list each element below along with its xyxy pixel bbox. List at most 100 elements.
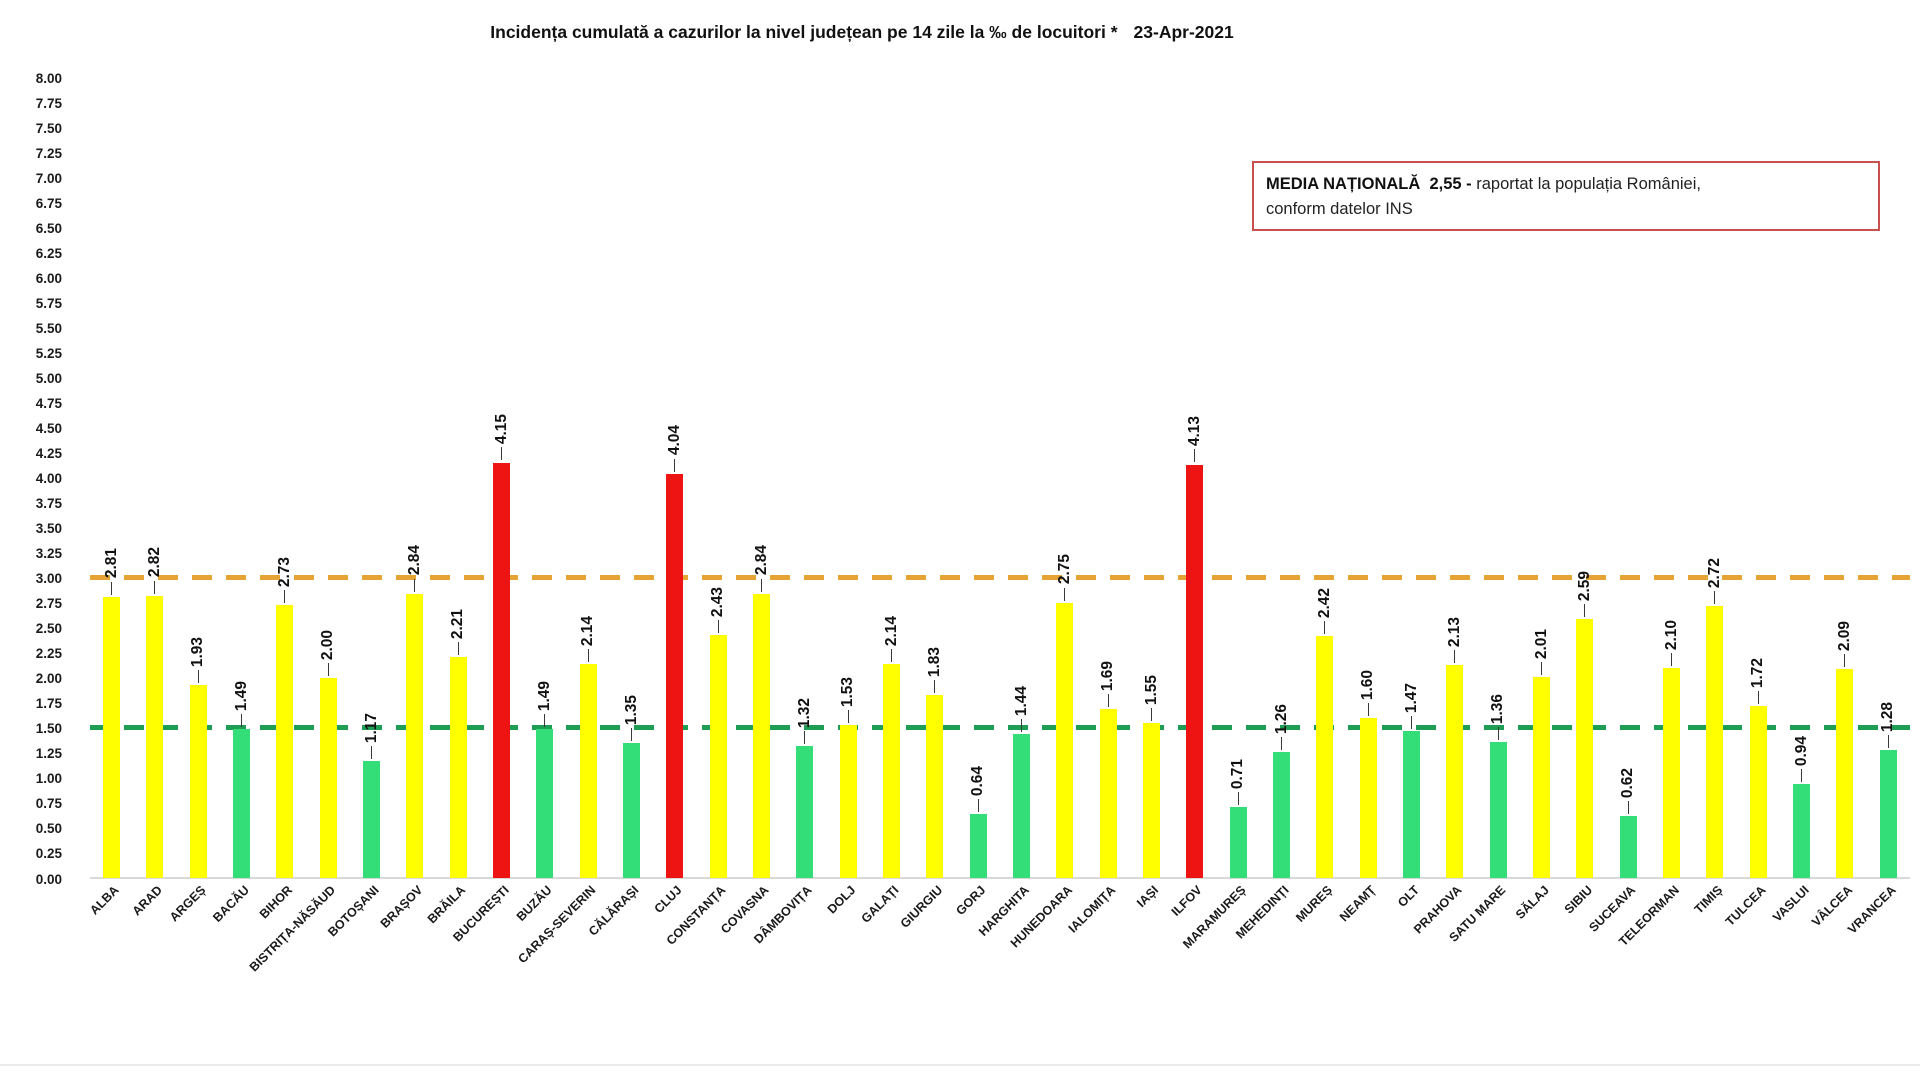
bar-value-label: 2.84 [405, 545, 423, 576]
leader-line [371, 745, 373, 759]
bar [1186, 464, 1204, 878]
bar-column: 2.09 VÂLCEA [1809, 60, 1866, 930]
bar [1229, 806, 1247, 878]
bar-value-label: 1.44 [1012, 685, 1030, 716]
y-axis-tick-label: 7.00 [35, 170, 62, 186]
bar-county-label: BIHOR [256, 883, 295, 922]
bar-value-label: 2.72 [1705, 557, 1723, 588]
bar-value-label: 2.73 [275, 556, 293, 587]
bar [1533, 676, 1551, 878]
bar [1619, 815, 1637, 878]
bar-value-label: 2.10 [1662, 619, 1680, 650]
leader-line [1367, 702, 1369, 716]
bar-county-label: TIMIȘ [1691, 883, 1725, 917]
y-axis-tick-label: 5.00 [35, 370, 62, 386]
bar-column: 2.14 GALAȚI [859, 60, 913, 926]
y-axis-tick-label: 1.25 [35, 746, 62, 762]
leader-line [154, 580, 156, 594]
leader-line [241, 713, 243, 727]
bar [1576, 618, 1594, 878]
bar-county-label: IAȘI [1134, 883, 1162, 911]
bar-county-label: VASLUI [1769, 883, 1812, 925]
y-axis-tick-label: 3.25 [35, 546, 62, 562]
bar-county-label: DOLJ [824, 883, 859, 917]
leader-line [1714, 590, 1716, 604]
bar [1316, 635, 1334, 878]
reference-line-orange-threshold [90, 575, 1910, 581]
bar-column: 2.00 BISTRIȚA-NĂSĂUD [247, 60, 350, 975]
bar-value-label: 2.43 [709, 586, 727, 617]
bar-value-label: 4.13 [1185, 416, 1203, 447]
bar-column: 2.72 TIMIȘ [1691, 60, 1736, 917]
bar [319, 677, 337, 878]
bar-value-label: 2.00 [319, 629, 337, 660]
bar [1793, 783, 1811, 878]
bar [406, 593, 424, 878]
bar-county-label: GIURGIU [897, 883, 945, 931]
bar [709, 634, 727, 878]
reference-line-green-threshold [90, 725, 1910, 731]
y-axis-tick-label: 0.25 [35, 846, 62, 862]
leader-line [457, 641, 459, 655]
leader-line [327, 662, 329, 676]
bar-value-label: 1.83 [925, 646, 943, 677]
y-axis-tick-label: 7.75 [35, 95, 62, 111]
bar-column: 2.10 TELEORMAN [1616, 60, 1693, 949]
bar [189, 684, 207, 878]
leader-line [1671, 652, 1673, 666]
bar-column: 2.13 PRAHOVA [1411, 60, 1476, 937]
bar [753, 593, 771, 878]
bar-column: 0.94 VASLUI [1770, 60, 1823, 925]
bar [1143, 722, 1161, 878]
bar-column: 1.36 SATU MARE [1446, 60, 1520, 945]
y-axis-tick-label: 2.25 [35, 646, 62, 662]
leader-line [587, 648, 589, 662]
bar [579, 663, 597, 878]
bar-value-label: 2.14 [579, 615, 597, 646]
bar-column: 1.55 IAȘI [1130, 60, 1173, 910]
bar-value-label: 1.35 [622, 694, 640, 725]
bar [363, 760, 381, 878]
bar-column: 0.71 MARAMUREȘ [1180, 60, 1260, 952]
bar [883, 663, 901, 878]
bar-county-label: TULCEA [1722, 883, 1769, 929]
bar-column: 2.84 BRAȘOV [377, 60, 436, 930]
leader-line [761, 578, 763, 592]
bar-column: 1.49 BUZĂU [514, 60, 566, 924]
leader-line [1324, 620, 1326, 634]
bar-value-label: 1.26 [1272, 703, 1290, 734]
bar [276, 604, 294, 878]
bar-column: 2.84 COVASNA [718, 60, 783, 936]
bar-county-label: CARAȘ-SEVERIN [515, 883, 599, 967]
bar [926, 694, 944, 878]
bar-value-label: 2.09 [1835, 620, 1853, 651]
bar-county-label: BRĂILA [424, 883, 469, 927]
y-axis-tick-label: 6.75 [35, 195, 62, 211]
y-axis-tick-label: 2.50 [35, 621, 62, 637]
national-average-value: MEDIA NAȚIONALĂ 2,55 - [1266, 175, 1472, 193]
bar-value-label: 1.55 [1142, 674, 1160, 705]
leader-line [804, 730, 806, 744]
bar-column: 1.17 BOTOȘANI [325, 60, 393, 940]
bar-column: 1.28 VRANCEA [1845, 60, 1910, 937]
bar-value-label: 2.13 [1445, 616, 1463, 647]
y-axis-tick-label: 3.75 [35, 496, 62, 512]
y-axis-tick-label: 8.00 [35, 70, 62, 86]
bar [449, 656, 467, 878]
bar-column: 2.81 ALBA [87, 60, 133, 917]
y-axis-tick-label: 2.75 [35, 596, 62, 612]
y-axis-tick-label: 1.00 [35, 771, 62, 787]
bar [623, 742, 641, 878]
bar-value-label: 2.14 [882, 615, 900, 646]
y-axis-tick-label: 5.25 [35, 345, 62, 361]
bar-value-label: 0.71 [1229, 758, 1247, 789]
bar-column: 2.75 HUNEDOARA [1008, 60, 1086, 950]
bar-county-label: ILFOV [1168, 883, 1205, 919]
y-axis-tick-label: 1.50 [35, 721, 62, 737]
bar [1836, 668, 1854, 878]
y-axis-tick-label: 4.75 [35, 395, 62, 411]
bar-column: 2.01 SĂLAJ [1513, 60, 1563, 922]
bar-value-label: 1.49 [535, 680, 553, 711]
bar-column: 1.69 IALOMIȚA [1066, 60, 1130, 936]
leader-line [1194, 449, 1196, 463]
